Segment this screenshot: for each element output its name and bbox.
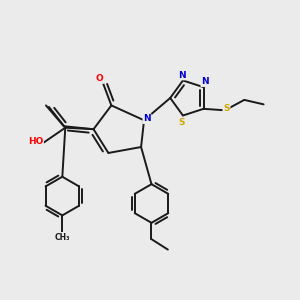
Text: CH₃: CH₃	[55, 232, 70, 242]
Text: N: N	[178, 70, 185, 80]
Text: S: S	[223, 104, 230, 113]
Text: S: S	[178, 118, 185, 127]
Text: HO: HO	[28, 136, 43, 146]
Text: O: O	[96, 74, 103, 83]
Text: N: N	[143, 114, 151, 123]
Text: N: N	[201, 77, 209, 86]
